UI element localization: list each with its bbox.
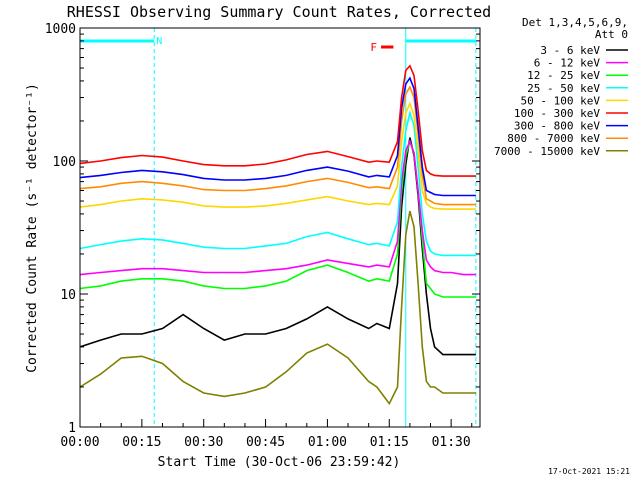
night-label: N: [156, 36, 162, 47]
legend-label: 7000 - 15000 keV: [494, 145, 600, 158]
x-axis: 00:00 00:15 00:30 00:45 01:00 01:15 01:30: [60, 419, 473, 450]
footer-timestamp: 17-Oct-2021 15:21: [548, 467, 630, 476]
legend-label: 800 - 7000 keV: [507, 132, 600, 145]
legend-label: 25 - 50 keV: [527, 82, 600, 95]
legend-label: 3 - 6 keV: [540, 44, 600, 57]
flare-label: F: [370, 41, 377, 54]
legend-header-line-2: Att 0: [595, 28, 628, 41]
legend-label: 50 - 100 keV: [521, 94, 601, 107]
y-axis: 1 10 100 1000: [45, 22, 480, 436]
x-tick-label: 00:15: [122, 435, 161, 450]
series-line-4: [79, 101, 476, 210]
series-group: [79, 64, 476, 406]
legend-label: 12 - 25 keV: [527, 69, 600, 82]
x-tick-label: 00:00: [60, 435, 99, 450]
y-axis-label: Corrected Count Rate (s⁻¹ detector⁻¹): [25, 83, 40, 373]
y-tick-label: 10: [60, 288, 76, 303]
y-tick-label: 1: [68, 421, 76, 436]
chart-title: RHESSI Observing Summary Count Rates, Co…: [67, 3, 491, 21]
x-tick-label: 01:00: [308, 435, 347, 450]
legend-header-line-1: Det 1,3,4,5,6,9,: [522, 16, 628, 29]
x-tick-label: 00:30: [184, 435, 223, 450]
x-tick-label: 01:15: [370, 435, 409, 450]
plot-frame: [79, 27, 481, 428]
legend-label: 100 - 300 keV: [514, 107, 600, 120]
series-line-0: [79, 137, 476, 356]
series-line-5: [79, 64, 476, 177]
series-line-8: [79, 210, 476, 406]
x-axis-label: Start Time (30-Oct-06 23:59:42): [158, 455, 401, 470]
series-line-2: [79, 139, 476, 298]
series-line-7: [79, 85, 476, 206]
legend-label: 6 - 12 keV: [534, 57, 601, 70]
series-line-3: [79, 109, 476, 257]
y-tick-label: 100: [53, 155, 76, 170]
y-tick-label: 1000: [45, 22, 76, 37]
series-line-1: [79, 139, 476, 276]
legend-label: 300 - 800 keV: [514, 120, 600, 133]
x-tick-label: 01:30: [432, 435, 471, 450]
series-line-6: [79, 76, 476, 197]
x-tick-label: 00:45: [246, 435, 285, 450]
